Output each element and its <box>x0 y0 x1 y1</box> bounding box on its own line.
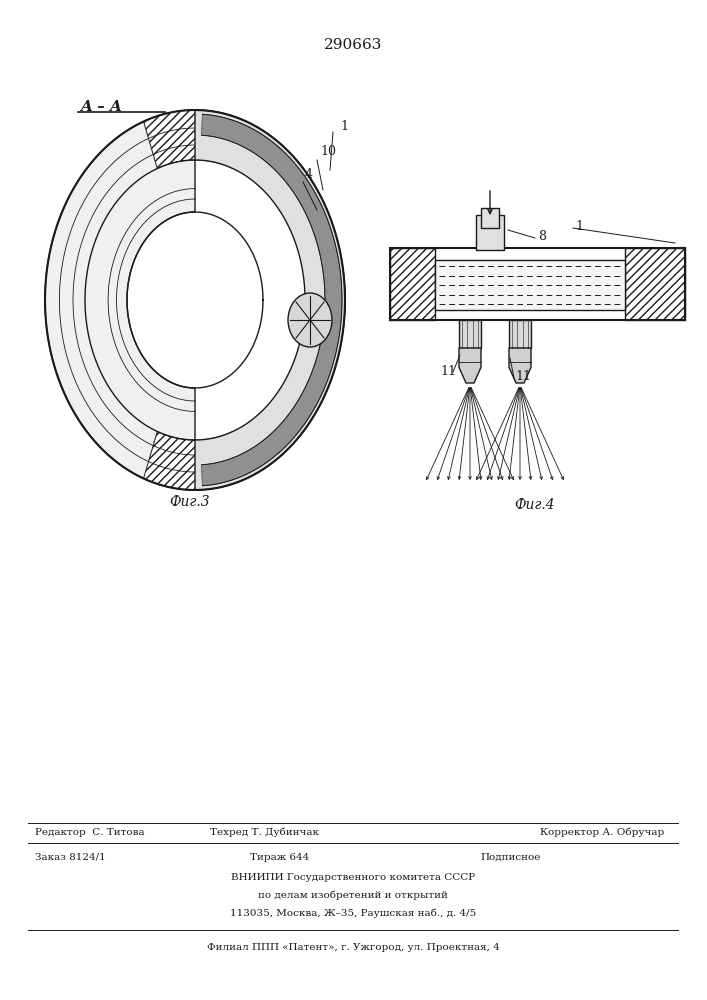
Text: по делам изобретений и открытий: по делам изобретений и открытий <box>258 890 448 900</box>
Polygon shape <box>144 432 247 490</box>
Polygon shape <box>509 348 531 383</box>
Text: Фиг.4: Фиг.4 <box>515 498 555 512</box>
Bar <box>476 215 504 250</box>
Bar <box>509 320 531 348</box>
Polygon shape <box>625 248 685 320</box>
Polygon shape <box>195 110 345 490</box>
Text: A – A: A – A <box>80 100 122 114</box>
Text: Фиг.3: Фиг.3 <box>170 495 210 509</box>
Polygon shape <box>459 348 481 383</box>
Text: Редактор  С. Титова: Редактор С. Титова <box>35 828 145 837</box>
Text: 11: 11 <box>440 365 456 378</box>
Bar <box>435 260 625 310</box>
Text: 10: 10 <box>320 145 336 158</box>
Text: 290663: 290663 <box>324 38 382 52</box>
Polygon shape <box>201 114 342 486</box>
Text: 1: 1 <box>575 220 583 233</box>
Text: Тираж 644: Тираж 644 <box>250 853 310 862</box>
Text: 113035, Москва, Ж–35, Раушская наб., д. 4/5: 113035, Москва, Ж–35, Раушская наб., д. … <box>230 908 476 918</box>
Ellipse shape <box>288 293 332 347</box>
Text: Корректор А. Обручар: Корректор А. Обручар <box>540 828 665 837</box>
Text: Филиал ППП «Патент», г. Ужгород, ул. Проектная, 4: Филиал ППП «Патент», г. Ужгород, ул. Про… <box>206 943 499 952</box>
Text: Заказ 8124/1: Заказ 8124/1 <box>35 853 106 862</box>
Polygon shape <box>390 248 435 320</box>
Text: 11: 11 <box>515 370 531 383</box>
Text: ВНИИПИ Государственного комитета СССР: ВНИИПИ Государственного комитета СССР <box>231 873 475 882</box>
Text: Подписное: Подписное <box>480 853 540 862</box>
Polygon shape <box>144 110 247 168</box>
Text: 4: 4 <box>305 168 313 181</box>
Bar <box>459 320 481 348</box>
Text: 8: 8 <box>538 230 546 243</box>
Text: Техред Т. Дубинчак: Техред Т. Дубинчак <box>211 828 320 837</box>
Text: 1: 1 <box>340 120 348 133</box>
Polygon shape <box>45 110 195 490</box>
Bar <box>481 208 499 228</box>
